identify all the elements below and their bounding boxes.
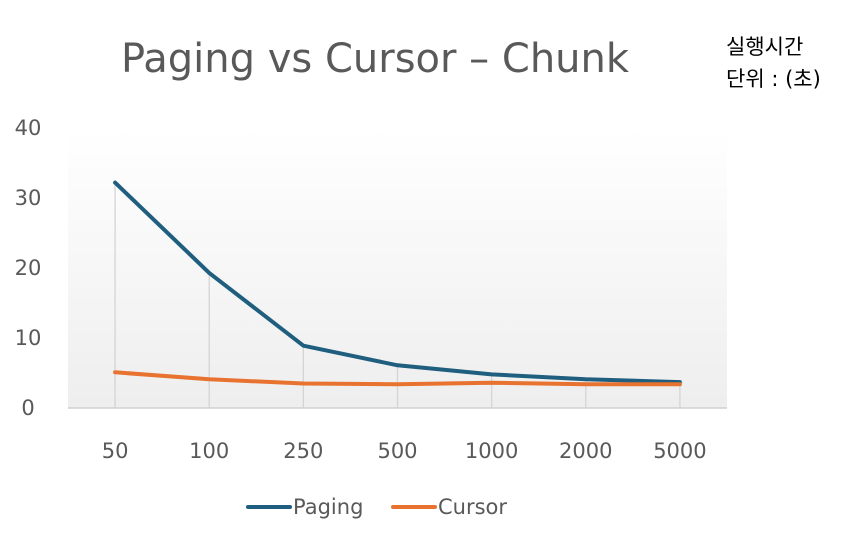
series-line-cursor	[113, 370, 682, 387]
legend-label-paging: Paging	[293, 495, 363, 519]
y-tick-label: 40	[15, 116, 42, 140]
y-tick-label: 10	[15, 326, 42, 350]
x-tick-label: 250	[283, 439, 323, 463]
x-tick-label: 50	[102, 439, 129, 463]
legend-label-cursor: Cursor	[438, 495, 507, 519]
x-tick-label: 2000	[559, 439, 612, 463]
legend: Paging Cursor	[246, 495, 507, 519]
series-line-paging	[113, 180, 682, 385]
x-tick-label: 1000	[465, 439, 518, 463]
y-tick-label: 0	[21, 396, 34, 420]
x-tick-label: 100	[189, 439, 229, 463]
x-tick-label: 500	[377, 439, 417, 463]
unit-note-line-1: 실행시간	[726, 35, 803, 59]
unit-note-line-2: 단위 : (초)	[726, 67, 821, 91]
y-tick-label: 30	[15, 186, 42, 210]
chart-title: Paging vs Cursor – Chunk	[121, 36, 630, 82]
y-tick-label: 20	[15, 256, 42, 280]
plot-area	[68, 128, 727, 408]
x-tick-label: 5000	[653, 439, 706, 463]
